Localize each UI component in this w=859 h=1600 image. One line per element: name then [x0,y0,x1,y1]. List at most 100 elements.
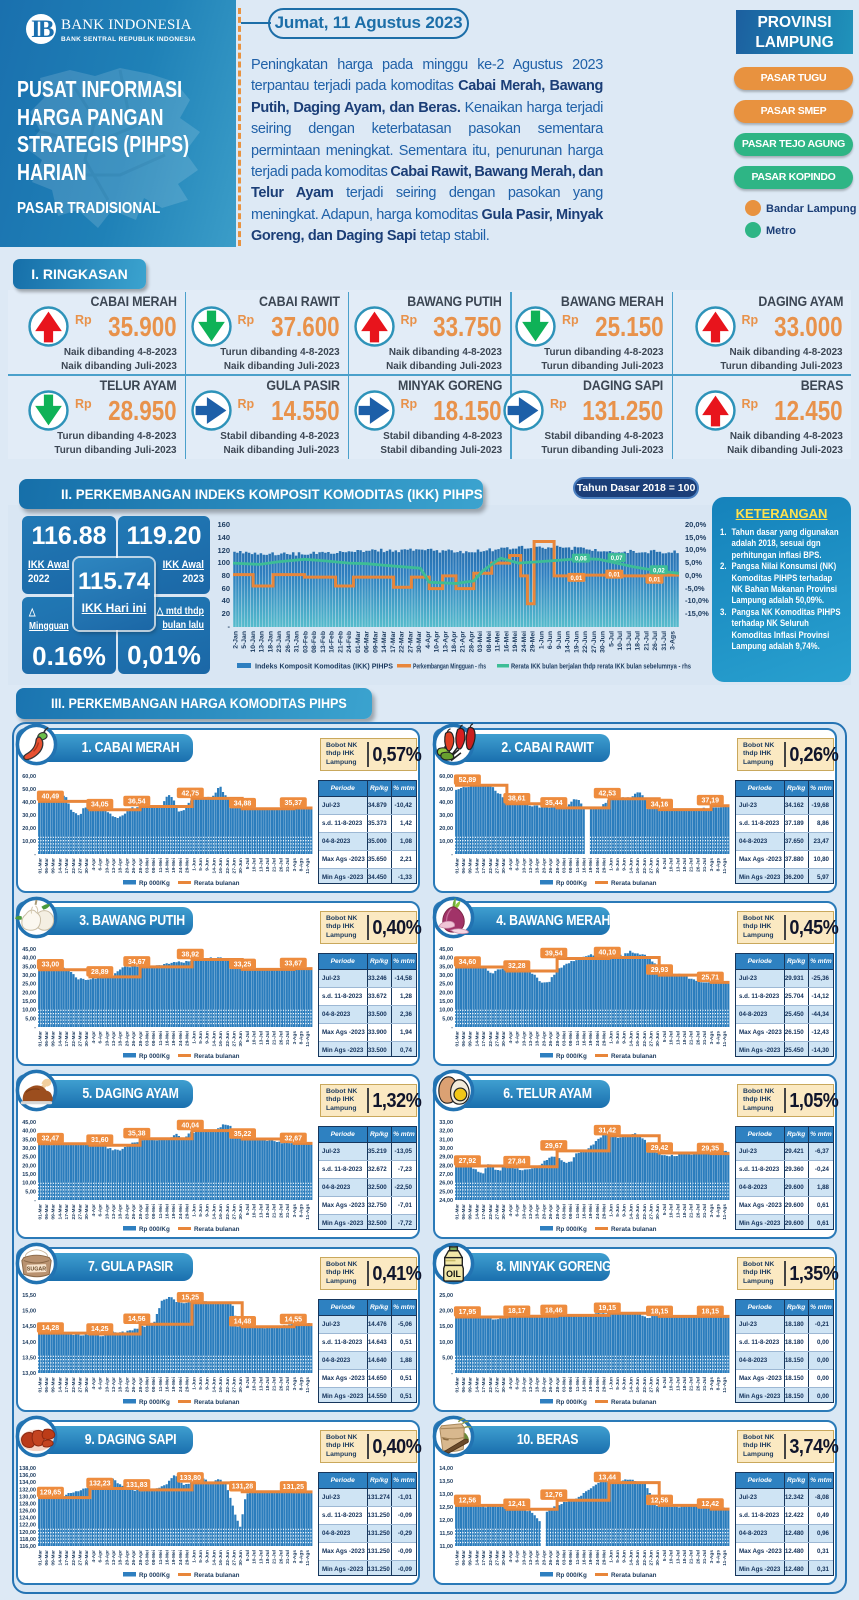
svg-text:14-Mar: 14-Mar [474,1204,480,1220]
svg-text:22-Mar: 22-Mar [71,1550,77,1566]
svg-text:30,00: 30,00 [22,1146,36,1152]
svg-text:08-Mei: 08-Mei [486,631,493,652]
svg-text:10-Apr: 10-Apr [521,858,527,873]
svg-text:17-Mar: 17-Mar [481,858,487,874]
svg-text:Rerata bulanan: Rerata bulanan [194,1399,240,1406]
svg-text:5-Jul: 5-Jul [662,1031,668,1042]
svg-text:Rerata bulanan: Rerata bulanan [194,1572,240,1579]
svg-text:20,00: 20,00 [22,1163,36,1169]
svg-text:16-Jun: 16-Jun [218,1204,224,1220]
svg-text:25,00: 25,00 [22,982,36,988]
svg-text:15,00: 15,00 [22,1172,36,1178]
svg-text:26-Jul: 26-Jul [278,1377,284,1391]
svg-text:19-Mei: 19-Mei [171,1377,177,1392]
svg-text:11-Ags: 11-Ags [305,1377,311,1393]
svg-text:29-Mei: 29-Mei [185,858,191,873]
svg-text:18-Jul: 18-Jul [682,1204,688,1218]
svg-text:6-Apr: 6-Apr [515,1550,521,1563]
svg-text:26-Apr: 26-Apr [131,858,137,873]
svg-text:32,47: 32,47 [42,1136,60,1143]
svg-text:14-Mar: 14-Mar [57,1031,63,1047]
svg-text:0,07: 0,07 [611,556,623,562]
svg-text:Perkembangan Mingguan - rhs: Perkembangan Mingguan - rhs [413,664,486,671]
svg-text:11-Mei: 11-Mei [575,1377,581,1392]
svg-text:12,42: 12,42 [702,1501,720,1508]
svg-text:31-Jul: 31-Jul [702,1031,708,1045]
svg-text:30-Jun: 30-Jun [655,1550,661,1566]
svg-text:22-Mar: 22-Mar [488,1550,494,1566]
svg-text:30-Jun: 30-Jun [238,1377,244,1393]
svg-text:31-Jan: 31-Jan [294,631,301,653]
svg-text:06-Mar: 06-Mar [461,858,467,874]
svg-text:22-Mar: 22-Mar [488,1031,494,1047]
svg-text:Rp 000/Kg: Rp 000/Kg [139,1226,170,1233]
svg-text:31-Jul: 31-Jul [661,631,668,651]
svg-text:42,53: 42,53 [599,791,617,798]
svg-text:118,00: 118,00 [19,1537,36,1543]
svg-text:23-Jan: 23-Jan [276,631,283,653]
svg-text:11-Ags: 11-Ags [305,1031,311,1047]
svg-text:26-Apr: 26-Apr [548,1204,554,1219]
svg-text:5-Jun: 5-Jun [198,1377,204,1390]
svg-text:14-Mar: 14-Mar [474,1377,480,1393]
svg-text:21-Jul: 21-Jul [643,631,650,651]
svg-text:133,80: 133,80 [180,1475,202,1482]
svg-text:09-Mar: 09-Mar [468,1550,474,1566]
svg-text:1-Jun: 1-Jun [608,1031,614,1044]
svg-text:13-Apr: 13-Apr [528,1550,534,1565]
svg-text:01-Mar: 01-Mar [37,1031,43,1047]
svg-text:31-Jul: 31-Jul [702,858,708,872]
svg-text:16-Mei: 16-Mei [582,1377,588,1392]
svg-text:11-Mei: 11-Mei [575,858,581,873]
svg-text:17-Mar: 17-Mar [481,1031,487,1047]
svg-text:13-Jul: 13-Jul [626,631,633,651]
svg-text:25,71: 25,71 [702,974,720,981]
svg-text:09-Mar: 09-Mar [51,1204,57,1220]
svg-text:35,22: 35,22 [234,1131,252,1138]
svg-text:10-Jul: 10-Jul [669,858,675,872]
svg-text:13-Apr: 13-Apr [528,858,534,873]
svg-text:01-Mar: 01-Mar [454,1204,460,1220]
svg-text:3-Ags: 3-Ags [292,1031,298,1045]
svg-text:09-Mar: 09-Mar [51,858,57,874]
svg-text:8-Ags: 8-Ags [716,1031,722,1045]
svg-text:01-Mar: 01-Mar [454,1031,460,1047]
svg-text:35,38: 35,38 [128,1131,146,1138]
svg-text:18-Jul: 18-Jul [265,1031,271,1045]
svg-text:Rerata IKK bulan berjalan thdp: Rerata IKK bulan berjalan thdp rerata IK… [511,664,691,671]
svg-text:34,16: 34,16 [651,802,669,809]
svg-text:3-Ags: 3-Ags [292,1550,298,1564]
svg-text:18-Jul: 18-Jul [682,1550,688,1564]
svg-text:19-Mei: 19-Mei [171,858,177,873]
svg-text:01-Mar: 01-Mar [37,1377,43,1393]
svg-text:27,84: 27,84 [508,1159,526,1166]
svg-text:22-Mar: 22-Mar [488,1204,494,1220]
svg-text:1-Jun: 1-Jun [608,1377,614,1390]
svg-text:20-Apr: 20-Apr [541,1550,547,1565]
svg-text:-: - [451,1371,453,1377]
svg-text:100: 100 [217,558,230,567]
svg-text:27-Jun: 27-Jun [232,1377,238,1393]
svg-text:31-Jul: 31-Jul [285,1204,291,1218]
svg-text:8-Ags: 8-Ags [299,1204,305,1218]
svg-text:13,50: 13,50 [22,1355,36,1361]
svg-text:27-Mar: 27-Mar [78,1031,84,1047]
svg-text:13-Jul: 13-Jul [258,1031,264,1045]
svg-text:11,50: 11,50 [440,1531,453,1537]
svg-text:9-Jun: 9-Jun [205,858,211,871]
svg-text:06-Mar: 06-Mar [44,1377,50,1393]
svg-text:4-Apr: 4-Apr [91,858,97,871]
svg-text:8-Ags: 8-Ags [299,858,305,872]
svg-text:22-Mar: 22-Mar [71,858,77,874]
svg-text:10-Jul: 10-Jul [252,1031,258,1045]
svg-text:31,42: 31,42 [599,1128,617,1135]
svg-text:11,00: 11,00 [440,1544,453,1550]
svg-text:24-Mei: 24-Mei [595,1031,601,1046]
svg-text:-15,0%: -15,0% [685,609,709,618]
svg-text:24-Mei: 24-Mei [595,1550,601,1565]
svg-text:30,00: 30,00 [22,973,36,979]
svg-text:3-Ags: 3-Ags [709,1204,715,1218]
svg-text:16-Mei: 16-Mei [165,1550,171,1565]
svg-text:29-Mei: 29-Mei [602,858,608,873]
svg-text:4-Apr: 4-Apr [508,1550,514,1563]
